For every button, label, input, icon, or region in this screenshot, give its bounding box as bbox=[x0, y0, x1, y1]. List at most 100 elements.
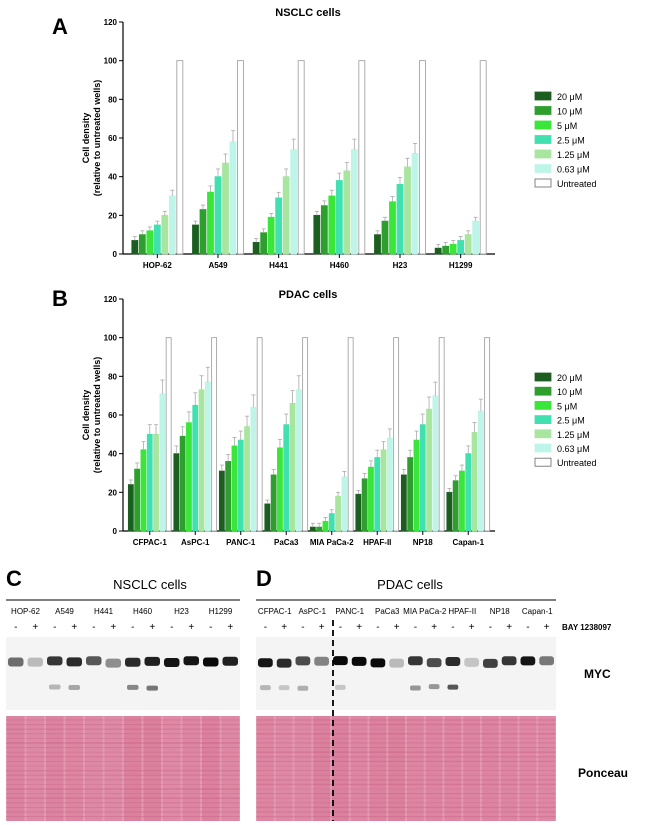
y-tick-label: 60 bbox=[108, 134, 117, 143]
bar bbox=[275, 197, 283, 255]
ponceau-lane bbox=[182, 716, 200, 821]
ponceau-lane bbox=[26, 716, 44, 821]
myc-band bbox=[389, 658, 404, 668]
myc-minor-band bbox=[410, 685, 421, 691]
myc-band bbox=[501, 656, 517, 666]
legend-swatch bbox=[534, 135, 552, 144]
bar bbox=[283, 424, 290, 532]
ponceau-lane bbox=[444, 716, 462, 821]
treatment-minus: - bbox=[264, 622, 267, 633]
cell-line-label: NP18 bbox=[490, 607, 511, 616]
myc-label: MYC bbox=[584, 667, 611, 681]
bar bbox=[374, 457, 381, 532]
ponceau-lane bbox=[202, 716, 220, 821]
blot-pdac: CFPAC-1- +AsPC-1- +PANC-1- +PaCa3- +MIA PaCa… bbox=[256, 599, 612, 821]
y-tick-label: 40 bbox=[108, 173, 117, 182]
bar bbox=[413, 439, 420, 532]
bar bbox=[479, 60, 487, 255]
bar bbox=[464, 234, 472, 255]
y-tick-label: 60 bbox=[108, 411, 117, 420]
bar bbox=[153, 224, 161, 255]
bar bbox=[297, 60, 305, 255]
bar bbox=[260, 232, 268, 255]
y-tick-label: 100 bbox=[104, 57, 118, 66]
myc-band bbox=[222, 656, 238, 666]
myc-minor-band bbox=[127, 684, 139, 690]
y-tick-label: 100 bbox=[104, 334, 118, 343]
cell-line-label: H460 bbox=[133, 607, 153, 616]
legend-swatch bbox=[534, 401, 552, 410]
y-tick-label: 120 bbox=[104, 295, 118, 304]
bar bbox=[225, 460, 232, 532]
legend-label: 20 μM bbox=[557, 373, 582, 383]
bar bbox=[374, 234, 381, 255]
blot-nsclc-title: NSCLC cells bbox=[113, 577, 187, 592]
x-tick-label: PaCa3 bbox=[274, 538, 299, 547]
bar bbox=[459, 470, 465, 532]
myc-minor-band bbox=[447, 684, 459, 690]
bar bbox=[127, 484, 134, 532]
myc-band bbox=[144, 656, 160, 666]
cell-line-label: A549 bbox=[55, 607, 74, 616]
bar bbox=[165, 337, 172, 532]
y-tick-label: 20 bbox=[108, 211, 117, 220]
y-axis-label: Cell density bbox=[81, 390, 91, 441]
bar bbox=[471, 431, 478, 532]
bar bbox=[343, 170, 351, 255]
myc-band bbox=[203, 657, 219, 667]
treatment-plus: + bbox=[394, 622, 400, 633]
cell-line-label: AsPC-1 bbox=[298, 607, 326, 616]
myc-minor-band bbox=[49, 684, 61, 690]
x-tick-label: NP18 bbox=[413, 538, 434, 547]
legend-swatch bbox=[534, 91, 552, 101]
panel-letter-b: B bbox=[52, 286, 68, 311]
treatment-minus: - bbox=[526, 622, 529, 633]
bar bbox=[244, 426, 250, 532]
cell-line-label: H1299 bbox=[209, 607, 233, 616]
bar bbox=[161, 214, 169, 255]
legend-label: 5 μM bbox=[557, 401, 577, 411]
ponceau-lane bbox=[65, 716, 83, 821]
myc-band bbox=[105, 658, 121, 668]
bar bbox=[309, 526, 316, 532]
bar bbox=[179, 435, 186, 532]
ponceau-lane bbox=[369, 716, 387, 821]
bar bbox=[207, 191, 214, 255]
bar bbox=[381, 220, 389, 255]
bar bbox=[449, 243, 457, 255]
ponceau-lane bbox=[538, 716, 555, 821]
bar bbox=[250, 406, 257, 532]
legend-swatch bbox=[534, 415, 552, 424]
bar bbox=[270, 474, 277, 532]
legend-swatch bbox=[534, 120, 552, 130]
x-tick-label: Capan-1 bbox=[452, 538, 484, 547]
treatment-label: BAY 1238097 bbox=[562, 623, 612, 632]
legend-swatch bbox=[534, 178, 552, 188]
treatment-plus: + bbox=[71, 622, 77, 633]
bar bbox=[477, 410, 484, 532]
legend-label: 0.63 μM bbox=[557, 165, 590, 175]
legend-swatch bbox=[534, 149, 552, 159]
legend-label: 0.63 μM bbox=[557, 444, 590, 454]
x-tick-label: A549 bbox=[208, 261, 228, 270]
y-tick-label: 20 bbox=[108, 488, 117, 497]
treatment-plus: + bbox=[188, 622, 194, 633]
myc-band bbox=[183, 656, 199, 666]
bar bbox=[358, 60, 366, 255]
x-tick-label: HOP-62 bbox=[143, 261, 172, 270]
bar bbox=[295, 389, 302, 532]
y-tick-label: 0 bbox=[113, 527, 118, 536]
bar bbox=[484, 337, 491, 532]
bar bbox=[264, 503, 271, 532]
bar bbox=[446, 491, 453, 532]
bar bbox=[313, 214, 321, 255]
legend-swatch bbox=[534, 372, 552, 382]
ponceau-lane bbox=[350, 716, 368, 821]
bar bbox=[267, 216, 275, 255]
bar bbox=[290, 149, 298, 255]
myc-band bbox=[520, 656, 536, 666]
bar bbox=[186, 422, 192, 532]
cell-line-label: H441 bbox=[94, 607, 114, 616]
myc-band bbox=[408, 656, 423, 666]
myc-band bbox=[295, 656, 311, 666]
